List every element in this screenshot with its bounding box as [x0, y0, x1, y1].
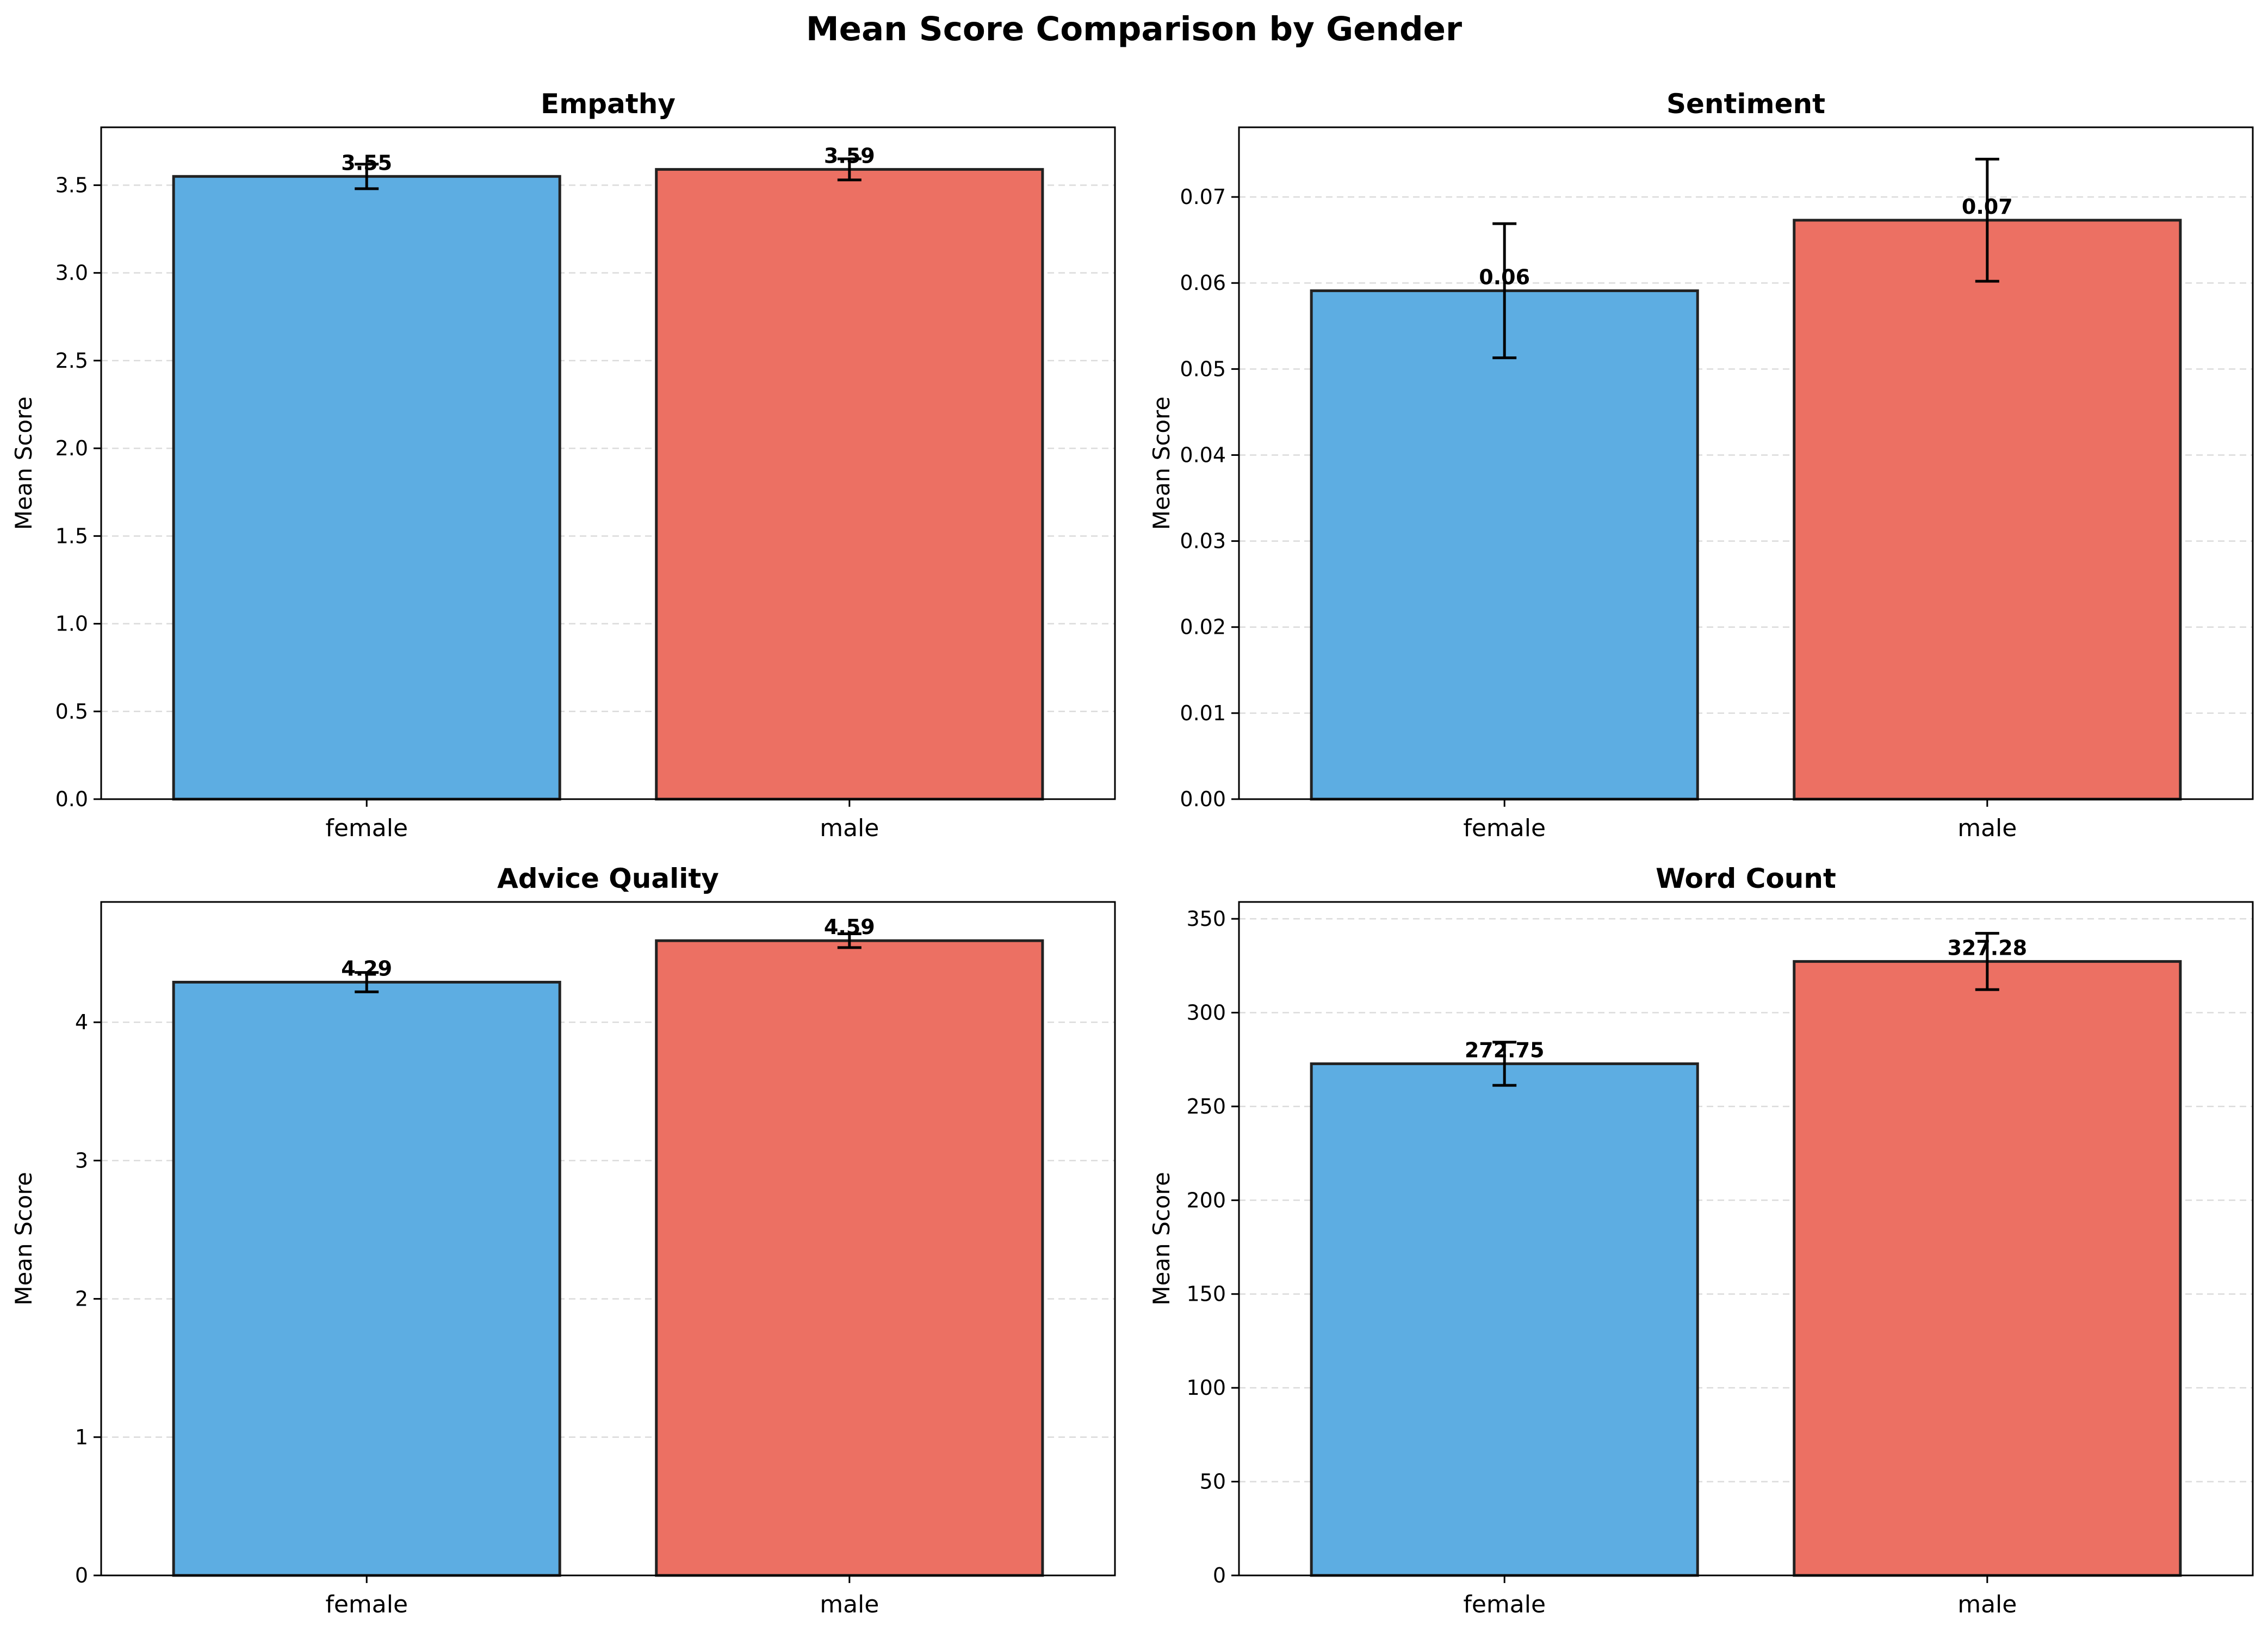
error-bar-male	[837, 157, 862, 182]
y-tick-label: 2	[75, 1287, 88, 1311]
data-label-female: 272.75	[1465, 1038, 1545, 1062]
y-axis-label: Mean Score	[1148, 1172, 1175, 1305]
bar-male	[1793, 960, 2182, 1577]
data-label-female: 3.55	[341, 151, 392, 175]
y-tick-label: 4	[75, 1010, 88, 1034]
error-bar-female	[1492, 1041, 1517, 1087]
plot-frame	[1238, 126, 2254, 800]
data-label-male: 0.07	[1962, 195, 2013, 219]
x-tick-label-female: female	[1463, 1591, 1546, 1618]
panel-title: Sentiment	[1666, 88, 1825, 120]
y-tick-label: 0.01	[1180, 701, 1226, 725]
data-label-male: 327.28	[1947, 936, 2027, 960]
x-tick-label-female: female	[325, 1591, 408, 1618]
y-tick-label: 0.06	[1180, 271, 1226, 295]
y-tick-label: 200	[1186, 1188, 1226, 1212]
x-tick-label-female: female	[1463, 814, 1546, 842]
y-tick-label: 0.03	[1180, 529, 1226, 553]
y-tick-label: 1.0	[55, 612, 88, 636]
y-tick-label: 300	[1186, 1000, 1226, 1024]
bar-female	[172, 175, 561, 801]
error-bar-female	[355, 971, 379, 993]
data-label-male: 4.59	[824, 915, 875, 939]
y-tick-label: 0.5	[55, 700, 88, 724]
data-label-female: 0.06	[1479, 265, 1530, 289]
x-tick-label-male: male	[1957, 814, 2017, 842]
y-tick-label: 0.07	[1180, 185, 1226, 209]
y-axis-label: Mean Score	[10, 1172, 37, 1305]
x-tick-label-male: male	[820, 814, 879, 842]
y-tick-label: 0.04	[1180, 443, 1226, 467]
y-tick-label: 150	[1186, 1282, 1226, 1306]
error-bar-female	[1492, 222, 1517, 360]
data-label-male: 3.59	[824, 144, 875, 168]
error-bar-male	[1975, 932, 1999, 991]
panel-title: Advice Quality	[497, 863, 719, 894]
y-tick-label: 3.5	[55, 173, 88, 197]
x-tick-label-female: female	[325, 814, 408, 842]
plot-frame	[100, 126, 1116, 800]
y-tick-label: 0.00	[1180, 787, 1226, 811]
y-axis-label: Mean Score	[10, 397, 37, 530]
y-tick-label: 3.0	[55, 261, 88, 285]
y-tick-label: 100	[1186, 1376, 1226, 1400]
y-tick-label: 350	[1186, 907, 1226, 931]
x-tick-label-male: male	[1957, 1591, 2017, 1618]
bar-female	[172, 980, 561, 1577]
figure-title: Mean Score Comparison by Gender	[805, 10, 1463, 48]
y-axis-label: Mean Score	[1148, 397, 1175, 530]
y-tick-label: 3	[75, 1148, 88, 1172]
bar-female	[1310, 289, 1699, 801]
y-tick-label: 0.05	[1180, 357, 1226, 381]
plot-frame	[100, 901, 1116, 1577]
panel-title: Word Count	[1656, 863, 1836, 894]
error-bar-male	[1975, 158, 1999, 283]
y-tick-label: 250	[1186, 1095, 1226, 1118]
y-tick-label: 0	[75, 1563, 88, 1587]
y-tick-label: 2.5	[55, 349, 88, 373]
error-bar-male	[837, 932, 862, 949]
y-tick-label: 0.02	[1180, 615, 1226, 639]
bar-male	[1793, 219, 2182, 801]
y-tick-label: 2.0	[55, 436, 88, 460]
y-tick-label: 0.0	[55, 787, 88, 811]
plot-frame	[1238, 901, 2254, 1577]
data-label-female: 4.29	[341, 956, 392, 980]
y-tick-label: 0	[1213, 1563, 1226, 1587]
x-tick-label-male: male	[820, 1591, 879, 1618]
error-bar-female	[355, 163, 379, 190]
bar-female	[1310, 1062, 1699, 1577]
panel-title: Empathy	[541, 88, 676, 120]
y-tick-label: 50	[1200, 1470, 1226, 1494]
y-tick-label: 1	[75, 1425, 88, 1449]
y-tick-label: 1.5	[55, 524, 88, 548]
